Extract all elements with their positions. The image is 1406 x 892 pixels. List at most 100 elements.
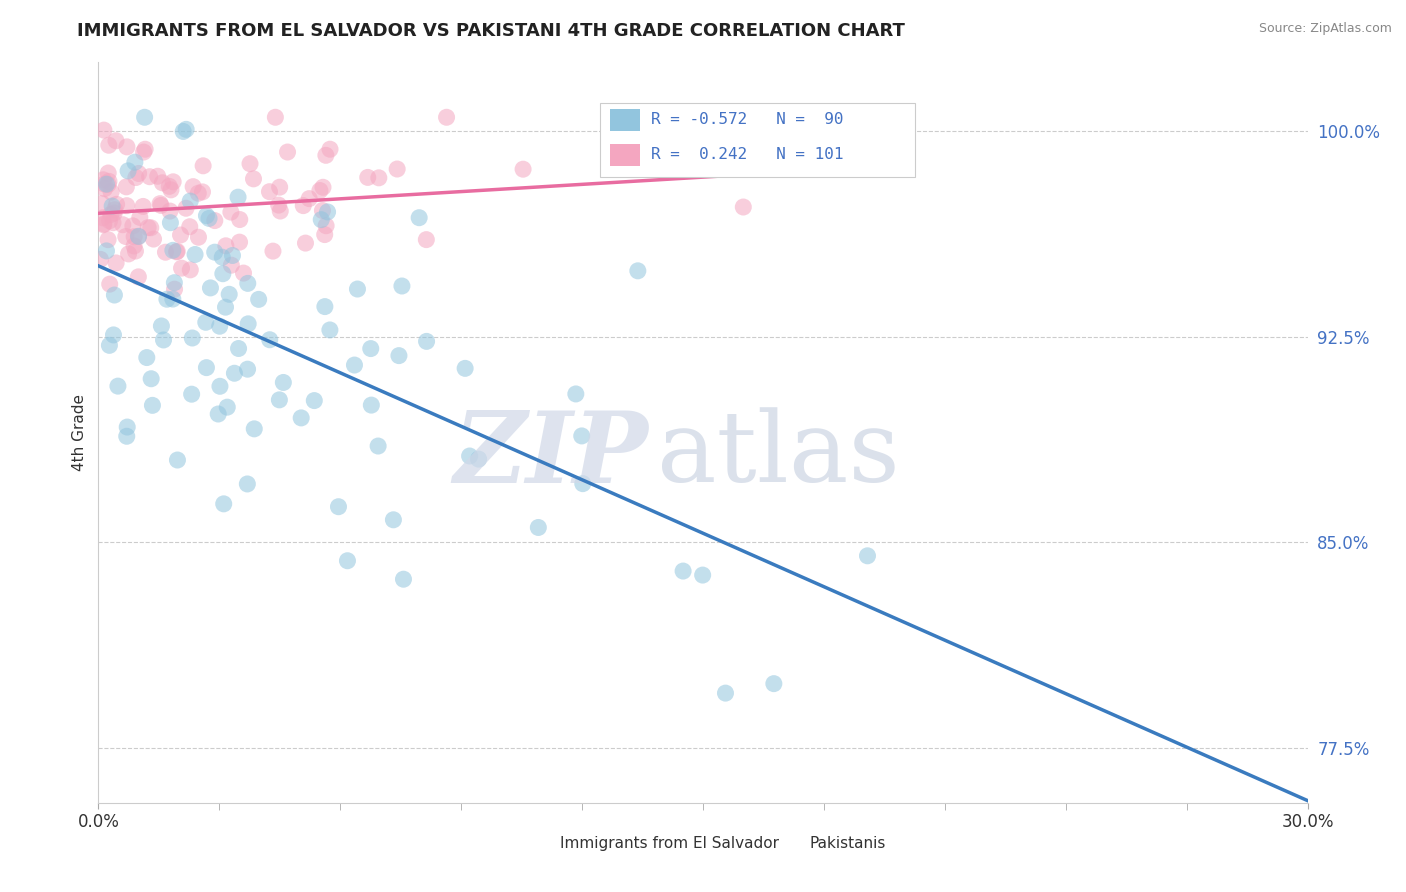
Point [127,229,149,244]
Point [262,244,284,259]
Point [200,281,222,295]
Point [163,282,186,296]
Point [104,134,127,148]
Point [156,292,179,306]
Point [467,452,489,467]
Point [135,351,157,365]
Point [134,142,156,156]
Point [163,276,186,290]
Point [343,358,366,372]
Point [115,420,138,434]
Point [103,206,125,220]
Text: IMMIGRANTS FROM EL SALVADOR VS PAKISTANI 4TH GRADE CORRELATION CHART: IMMIGRANTS FROM EL SALVADOR VS PAKISTANI… [77,22,905,40]
Point [314,300,336,314]
Bar [527,836,554,853]
Point [132,145,155,159]
Point [215,239,238,253]
Point [101,216,124,230]
Point [458,449,481,463]
Point [269,180,291,194]
Point [191,185,214,199]
Point [672,564,695,578]
Point [169,227,191,242]
Point [259,185,281,199]
Point [91,196,114,211]
Point [104,202,127,217]
Point [219,205,242,219]
Point [236,277,259,291]
Point [242,172,264,186]
Point [382,513,405,527]
Point [315,219,337,233]
Point [228,342,250,356]
Point [146,169,169,184]
Point [328,500,350,514]
Point [97,178,120,192]
Point [236,362,259,376]
Point [309,212,332,227]
Point [115,199,138,213]
Point [122,239,145,253]
Point [162,175,184,189]
Point [152,333,174,347]
Point [149,196,172,211]
Point [236,477,259,491]
Point [172,124,194,138]
Point [105,256,128,270]
Point [93,182,115,196]
Point [627,264,650,278]
Point [124,155,146,169]
Point [125,170,148,185]
Point [134,110,156,124]
Point [208,379,231,393]
Bar [610,109,640,131]
Text: R =  0.242   N = 101: R = 0.242 N = 101 [651,147,844,161]
Text: R = -0.572   N =  90: R = -0.572 N = 90 [651,112,844,127]
Point [162,244,184,258]
Point [229,212,252,227]
Point [89,252,111,267]
Point [180,387,202,401]
Point [157,179,180,194]
Point [304,393,326,408]
Point [97,174,120,188]
Point [692,568,714,582]
Point [166,244,188,259]
Point [166,453,188,467]
Point [319,323,342,337]
Point [138,169,160,184]
Point [101,199,124,213]
Point [121,219,143,233]
Point [228,235,250,249]
Point [204,245,226,260]
Point [512,162,534,177]
Text: ZIP: ZIP [454,407,648,503]
Point [408,211,430,225]
Point [179,263,201,277]
Point [187,186,209,201]
Point [142,232,165,246]
Point [98,214,121,228]
Point [388,349,411,363]
Point [214,300,236,314]
Point [367,439,389,453]
Point [181,331,204,345]
Point [207,407,229,421]
Point [385,161,408,176]
Point [174,201,197,215]
Point [115,140,138,154]
Point [181,179,204,194]
Point [204,213,226,227]
Point [98,338,121,352]
Point [571,429,593,443]
Point [195,360,218,375]
Point [97,138,120,153]
Point [211,250,233,264]
Point [97,166,120,180]
Point [217,400,239,414]
Point [117,247,139,261]
Point [97,233,120,247]
Point [273,376,295,390]
Point [232,266,254,280]
Point [93,177,115,191]
